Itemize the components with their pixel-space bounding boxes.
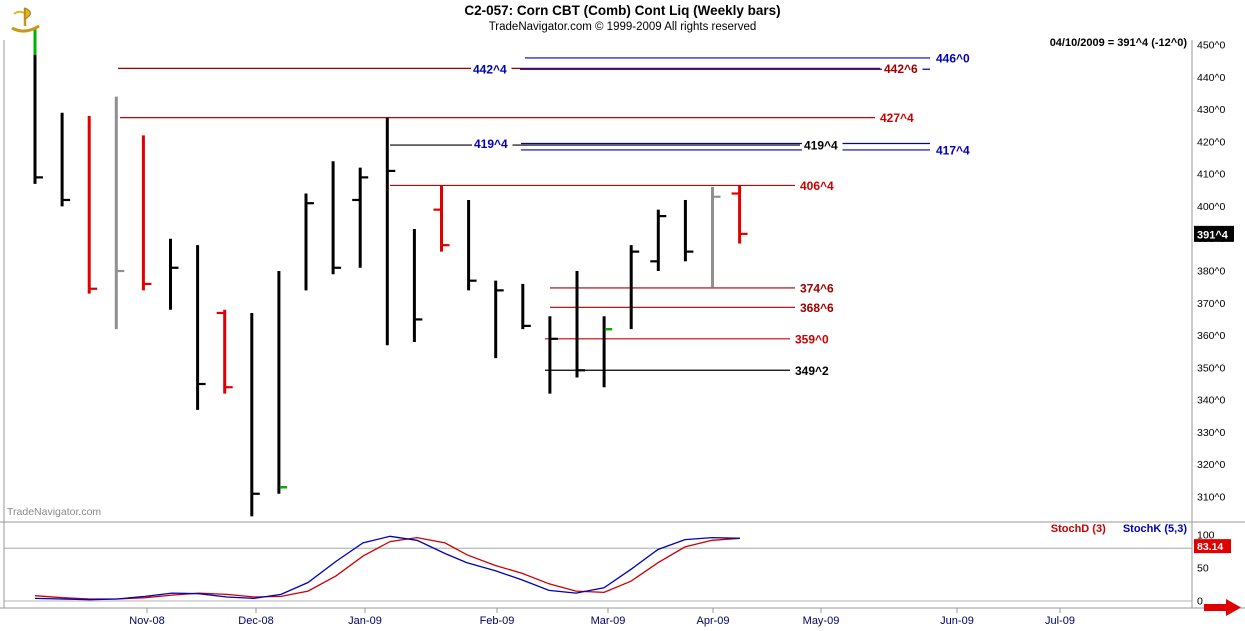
chart-copyright: TradeNavigator.com © 1999-2009 All right…	[488, 21, 757, 33]
stoch-axis-tick: 50	[1197, 563, 1209, 575]
price-level-label: 359^0	[795, 332, 829, 346]
price-axis-tick: 420^0	[1197, 136, 1225, 148]
stochd-label: StochD (3)	[1050, 523, 1106, 535]
price-axis-tick: 320^0	[1197, 459, 1225, 471]
price-level-label: 442^6	[884, 62, 918, 76]
price-level-label-bg	[878, 109, 919, 126]
price-level-label: 419^4	[804, 139, 838, 153]
stoch-value-badge-label: 83.14	[1197, 541, 1223, 553]
price-level-label: 349^2	[795, 364, 829, 378]
chart-watermark: TradeNavigator.com	[7, 506, 102, 518]
month-label: Apr-09	[696, 615, 729, 627]
price-axis-tick: 430^0	[1197, 104, 1225, 116]
month-label: May-09	[803, 615, 840, 627]
price-level-label: 368^6	[800, 301, 834, 315]
price-axis-tick: 440^0	[1197, 72, 1225, 84]
price-level-label-bg	[793, 330, 834, 347]
price-level-label: 427^4	[880, 111, 914, 125]
price-axis-tick: 410^0	[1197, 169, 1225, 181]
price-axis-tick: 350^0	[1197, 362, 1225, 374]
price-axis-tick: 400^0	[1197, 201, 1225, 213]
tradenavigator-logo-icon	[11, 7, 40, 33]
price-level-label-bg	[471, 61, 512, 78]
month-label: Dec-08	[238, 615, 273, 627]
month-label: Mar-09	[591, 615, 626, 627]
scroll-right-button[interactable]	[1204, 599, 1241, 616]
price-level-label-bg	[798, 299, 839, 316]
price-axis-tick: 330^0	[1197, 427, 1225, 439]
price-level-label-bg	[793, 362, 834, 379]
month-label: Jun-09	[940, 615, 974, 627]
last-quote-readout: 04/10/2009 = 391^4 (-12^0)	[1049, 37, 1187, 49]
month-label: Jan-09	[348, 615, 382, 627]
price-level-label-bg	[802, 137, 843, 154]
stochd-series	[34, 536, 741, 600]
last-price-badge-label: 391^4	[1197, 229, 1229, 241]
stochk-series	[34, 535, 741, 601]
month-label: Feb-09	[480, 615, 515, 627]
last-price-badge	[1194, 225, 1234, 242]
price-axis-tick: 340^0	[1197, 395, 1225, 407]
price-level-label: 419^4	[474, 137, 508, 151]
price-level-label: 374^6	[800, 281, 834, 295]
price-axis-tick: 380^0	[1197, 266, 1225, 278]
month-label: Nov-08	[129, 615, 164, 627]
price-level-label: 442^4	[473, 63, 507, 77]
price-level-label: 446^0	[936, 51, 970, 65]
stoch-axis-tick: 0	[1197, 596, 1203, 608]
price-level-label-bg	[798, 279, 839, 296]
chart-title: C2-057: Corn CBT (Comb) Cont Liq (Weekly…	[464, 3, 781, 18]
price-axis-tick: 360^0	[1197, 330, 1225, 342]
stoch-value-badge	[1194, 539, 1231, 554]
price-axis-tick: 310^0	[1197, 492, 1225, 504]
price-level-label-bg	[934, 49, 975, 66]
price-level-label-bg	[882, 60, 923, 77]
month-label: Jul-09	[1045, 615, 1075, 627]
price-level-label: 417^4	[936, 143, 970, 157]
stoch-axis-tick: 100	[1197, 530, 1215, 542]
price-axis-tick: 370^0	[1197, 298, 1225, 310]
price-level-label-bg	[934, 141, 975, 158]
stochk-label: StochK (5,3)	[1122, 523, 1187, 535]
price-level-label-bg	[472, 135, 513, 152]
price-level-label-bg	[798, 177, 839, 194]
stoch-legend: StochD (3) StochK (5,3)	[0, 523, 1187, 535]
price-level-label: 406^4	[800, 179, 834, 193]
price-axis-tick: 450^0	[1197, 40, 1225, 52]
